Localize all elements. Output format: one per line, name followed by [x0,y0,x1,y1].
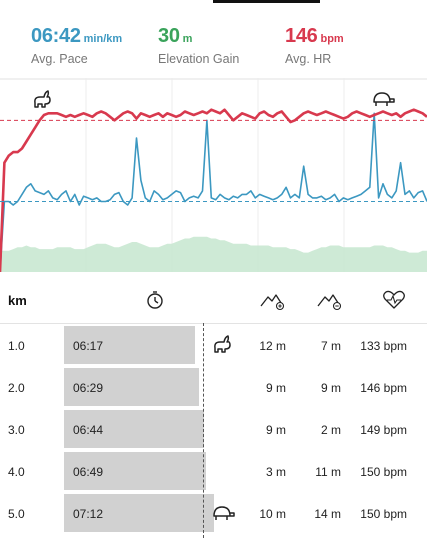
avg-hr-stat: 146 bpm Avg. HR [285,24,344,66]
elevation-loss-icon [317,294,342,311]
split-pace: 06:29 [73,381,104,395]
pace-bar [64,452,206,490]
active-tab-indicator [213,0,320,3]
workout-chart[interactable] [0,78,427,272]
avg-pace-label: Avg. Pace [31,52,88,66]
split-km: 2.0 [8,381,25,395]
pace-bar [64,410,204,448]
split-km: 4.0 [8,465,25,479]
split-heart-rate: 150 bpm [360,465,407,479]
split-elevation-gain: 12 m [259,339,286,353]
split-row[interactable]: 3.0 06:44 9 m 2 m 149 bpm [0,408,427,450]
avg-pace-unit: min/km [83,33,123,45]
splits-table-header: km [0,283,427,324]
avg-hr-label: Avg. HR [285,52,332,66]
rabbit-icon [34,90,51,108]
split-pace: 06:17 [73,339,104,353]
pace-line [0,112,427,272]
avg-pace-stat: 06:42 min/km Avg. Pace [31,24,122,66]
elevation-gain-value: 30 [158,25,180,47]
split-elevation-loss: 14 m [314,507,341,521]
elevation-area [0,236,427,272]
splits-table: km 1.0 06:17 12 m 7 m [0,283,427,534]
split-row[interactable]: 2.0 06:29 9 m 9 m 146 bpm [0,366,427,408]
chart-markers [34,90,395,108]
average-pace-line [203,323,204,538]
km-column-header: km [8,293,27,308]
split-elevation-loss: 2 m [320,423,341,437]
split-km: 1.0 [8,339,25,353]
elevation-gain-label: Elevation Gain [158,52,240,66]
elevation-gain-icon [260,294,285,311]
split-elevation-gain: 9 m [265,381,286,395]
split-heart-rate: 149 bpm [360,423,407,437]
chart-series [0,108,427,272]
split-heart-rate: 133 bpm [360,339,407,353]
split-elevation-gain: 10 m [259,507,286,521]
elevation-gain-stat: 30 m Elevation Gain [158,24,239,66]
split-heart-rate: 150 bpm [360,507,407,521]
turtle-icon [213,506,235,520]
turtle-icon [373,92,395,106]
avg-pace-value: 06:42 [31,25,81,47]
avg-hr-unit: bpm [320,33,344,45]
split-elevation-gain: 9 m [265,423,286,437]
split-km: 3.0 [8,423,25,437]
split-row[interactable]: 1.0 06:17 12 m 7 m 133 bpm [0,324,427,366]
split-elevation-loss: 7 m [320,339,341,353]
rabbit-icon [214,335,231,353]
pace-bar [64,326,195,364]
heart-rate-line [0,108,427,272]
avg-hr-value: 146 [285,25,318,47]
pace-bar [64,368,199,406]
split-row[interactable]: 5.0 07:12 10 m 14 m 150 bpm [0,492,427,534]
elevation-gain-unit: m [182,33,193,45]
heart-rate-icon [383,290,405,309]
summary-stats: 06:42 min/km Avg. Pace 30 m Elevation Gain… [0,24,427,74]
split-elevation-loss: 9 m [320,381,341,395]
chart-grid [0,78,427,272]
split-elevation-gain: 3 m [265,465,286,479]
pace-bar [64,494,214,532]
split-pace: 07:12 [73,507,104,521]
split-elevation-loss: 11 m [315,465,341,479]
split-pace: 06:44 [73,423,104,437]
split-row[interactable]: 4.0 06:49 3 m 11 m 150 bpm [0,450,427,492]
split-heart-rate: 146 bpm [360,381,407,395]
stopwatch-icon [147,291,163,309]
split-km: 5.0 [8,507,25,521]
split-pace: 06:49 [73,465,104,479]
